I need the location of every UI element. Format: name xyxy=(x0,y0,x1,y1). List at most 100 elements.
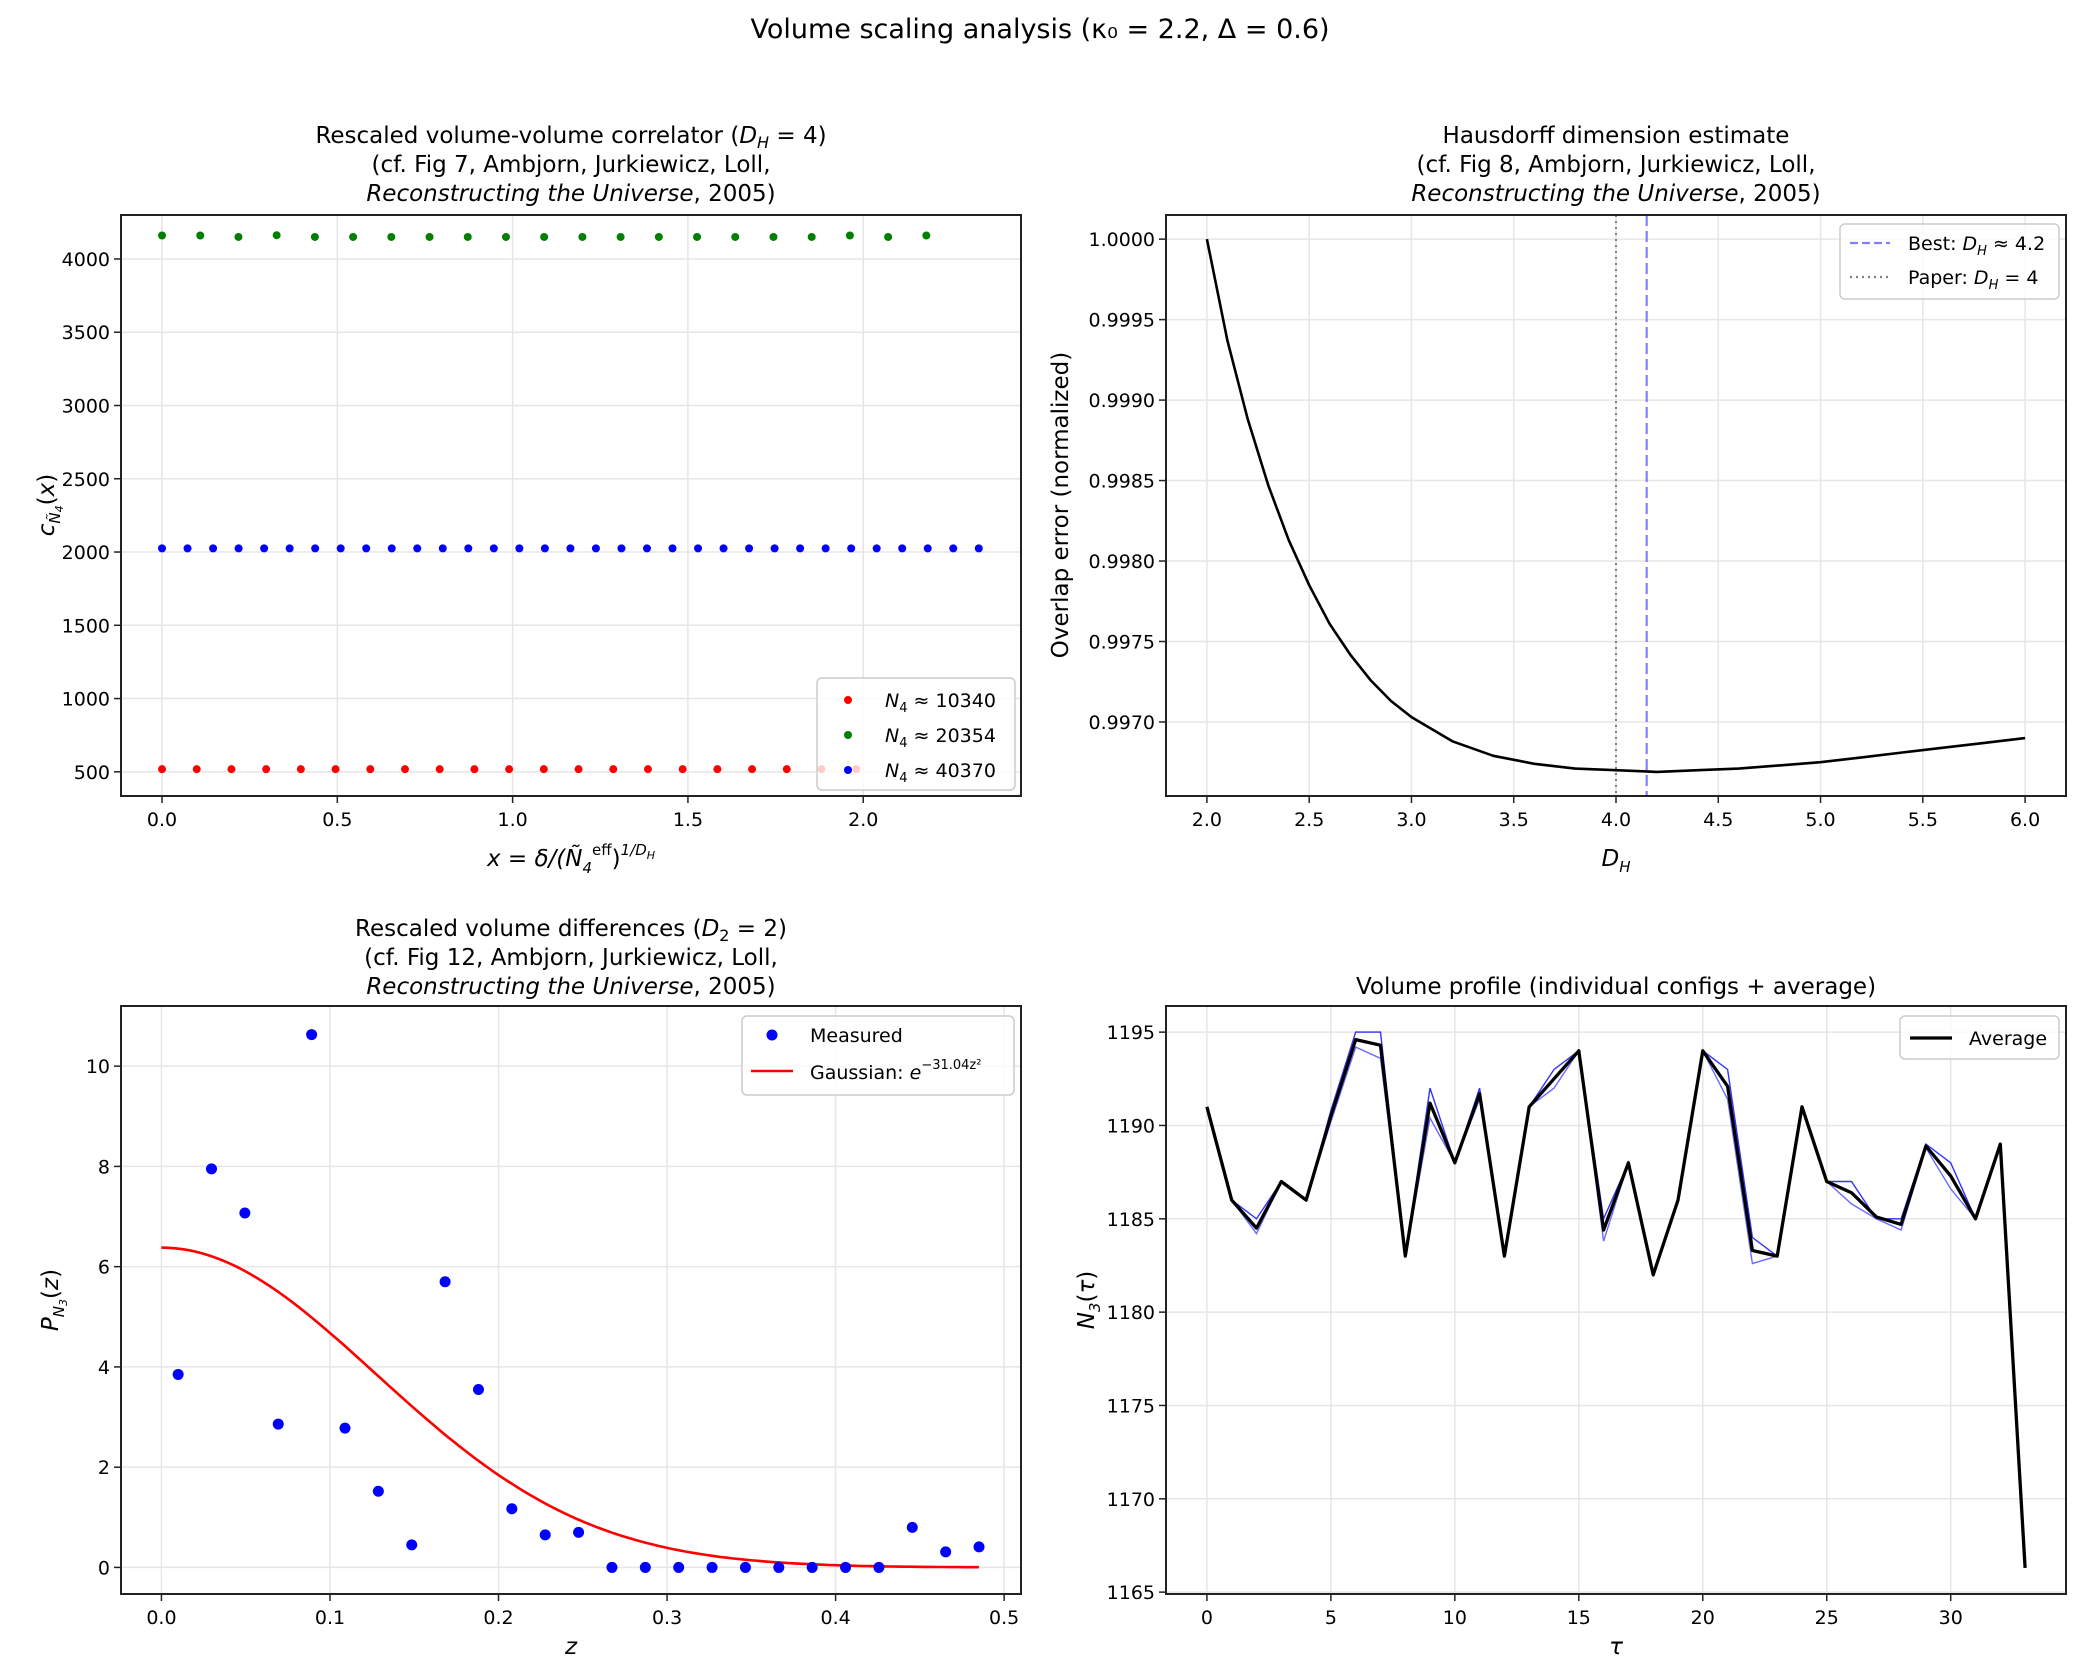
correlator-xlabel: x = δ/(Ñ4eff)1/DH xyxy=(486,841,655,877)
correlator-point-2 xyxy=(387,232,396,241)
hausdorff-ytick-label: 1.0000 xyxy=(1089,229,1155,251)
hausdorff-xtick-label: 2.5 xyxy=(1294,809,1324,831)
hausdorff-xtick-label: 3.5 xyxy=(1499,809,1529,831)
differences-title-line3: Reconstructing the Universe, 2005) xyxy=(366,974,775,1000)
correlator-xtick-label: 0.5 xyxy=(322,809,352,831)
hausdorff-legend-label: Best: DH ≈ 4.2 xyxy=(1908,233,2045,259)
correlator-point-1 xyxy=(782,765,791,774)
hausdorff-ytick-label: 0.9975 xyxy=(1089,631,1155,653)
config-line-1 xyxy=(1206,1031,2026,1568)
volume-profile-marks xyxy=(1205,1031,2027,1568)
differences-xtick-label: 0.4 xyxy=(820,1607,850,1629)
hausdorff-ytick-label: 0.9985 xyxy=(1089,471,1155,493)
correlator-legend-label: N4 ≈ 40370 xyxy=(885,760,996,786)
correlator-point-3 xyxy=(209,544,218,553)
differences-xtick-label: 0.3 xyxy=(652,1607,682,1629)
hausdorff-xtick-label: 3.0 xyxy=(1396,809,1426,831)
volume-profile-xtick-label: 10 xyxy=(1443,1607,1467,1629)
correlator-point-3 xyxy=(617,544,626,553)
average-line xyxy=(1205,1037,2027,1568)
correlator-point-3 xyxy=(464,544,473,553)
hausdorff-xtick-label: 5.0 xyxy=(1805,809,1835,831)
volume-profile-xtick-label: 5 xyxy=(1325,1607,1337,1629)
correlator-point-2 xyxy=(463,232,472,241)
correlator-point-2 xyxy=(425,232,434,241)
correlator-point-3 xyxy=(745,544,754,553)
correlator-point-3 xyxy=(387,544,396,553)
hausdorff-marks xyxy=(1205,215,2026,796)
differences-marks xyxy=(161,1029,985,1573)
correlator-point-1 xyxy=(227,765,236,774)
correlator-point-3 xyxy=(362,544,371,553)
correlator-point-3 xyxy=(796,544,805,553)
measured-point xyxy=(573,1526,585,1538)
correlator-ytick-label: 2000 xyxy=(62,542,110,564)
measured-point xyxy=(172,1368,184,1380)
volume-profile-xtick-label: 30 xyxy=(1939,1607,1963,1629)
correlator-point-1 xyxy=(470,765,479,774)
correlator-point-3 xyxy=(311,544,320,553)
correlator-point-3 xyxy=(336,544,345,553)
volume-profile-title: Volume profile (individual configs + ave… xyxy=(1356,974,1876,1000)
correlator-point-3 xyxy=(821,544,830,553)
panel-hausdorff: Hausdorff dimension estimate (cf. Fig 8,… xyxy=(1048,123,2067,876)
correlator-point-1 xyxy=(678,765,687,774)
correlator-point-1 xyxy=(505,765,514,774)
measured-point xyxy=(406,1539,418,1551)
volume-profile-legend-label: Average xyxy=(1969,1028,2047,1050)
correlator-xtick-label: 0.0 xyxy=(147,809,177,831)
measured-point xyxy=(439,1276,451,1288)
differences-legend-marker xyxy=(766,1029,778,1041)
hausdorff-ytick-label: 0.9980 xyxy=(1089,551,1155,573)
correlator-point-3 xyxy=(872,544,881,553)
correlator-point-1 xyxy=(331,765,340,774)
correlator-point-3 xyxy=(438,544,447,553)
correlator-point-2 xyxy=(196,231,205,240)
correlator-point-2 xyxy=(807,232,816,241)
correlator-point-2 xyxy=(234,232,243,241)
correlator-title-line3: Reconstructing the Universe, 2005) xyxy=(366,181,775,207)
correlator-point-3 xyxy=(285,544,294,553)
correlator-point-3 xyxy=(591,544,600,553)
correlator-point-1 xyxy=(400,765,409,774)
measured-point xyxy=(539,1529,551,1541)
hausdorff-xtick-label: 4.0 xyxy=(1601,809,1631,831)
correlator-point-3 xyxy=(898,544,907,553)
correlator-axes-frame xyxy=(120,214,1022,797)
correlator-point-2 xyxy=(769,232,778,241)
measured-point xyxy=(940,1546,952,1558)
volume-profile-axes-frame xyxy=(1165,1005,2067,1595)
correlator-point-2 xyxy=(845,231,854,240)
correlator-point-3 xyxy=(847,544,856,553)
correlator-point-3 xyxy=(949,544,958,553)
correlator-xtick-label: 1.5 xyxy=(673,809,703,831)
differences-legend-label: Gaussian: e−31.04z² xyxy=(810,1058,981,1084)
correlator-point-3 xyxy=(413,544,422,553)
correlator-ytick-label: 500 xyxy=(74,762,110,784)
differences-ticks: 0.0 0.1 0.2 0.3 0.4 0.5 0 2 4 6 8 10 xyxy=(86,1056,1019,1629)
measured-point xyxy=(739,1561,751,1573)
panel-correlator: Rescaled volume-volume correlator (DH = … xyxy=(34,123,1022,877)
correlator-point-3 xyxy=(260,544,269,553)
volume-profile-xtick-label: 15 xyxy=(1567,1607,1591,1629)
correlator-point-2 xyxy=(654,232,663,241)
correlator-ytick-label: 3500 xyxy=(62,322,110,344)
correlator-point-1 xyxy=(748,765,757,774)
correlator-point-2 xyxy=(578,232,587,241)
hausdorff-legend: Best: DH ≈ 4.2 Paper: DH = 4 xyxy=(1839,223,2060,300)
measured-point xyxy=(472,1383,484,1395)
measured-point xyxy=(206,1163,218,1175)
correlator-ytick-label: 1500 xyxy=(62,615,110,637)
correlator-point-2 xyxy=(349,232,358,241)
hausdorff-xlabel: DH xyxy=(1602,846,1631,876)
volume-profile-ytick-label: 1185 xyxy=(1107,1209,1155,1231)
hausdorff-ytick-label: 0.9990 xyxy=(1089,390,1155,412)
differences-ytick-label: 2 xyxy=(98,1457,110,1479)
correlator-point-3 xyxy=(642,544,651,553)
differences-ytick-label: 8 xyxy=(98,1156,110,1178)
correlator-point-2 xyxy=(922,231,931,240)
measured-point xyxy=(906,1521,918,1533)
correlator-ticks: 0.0 0.5 1.0 1.5 2.0 500 1000 1500 2000 2500 3000 35… xyxy=(62,249,879,831)
differences-xtick-label: 0.1 xyxy=(315,1607,345,1629)
